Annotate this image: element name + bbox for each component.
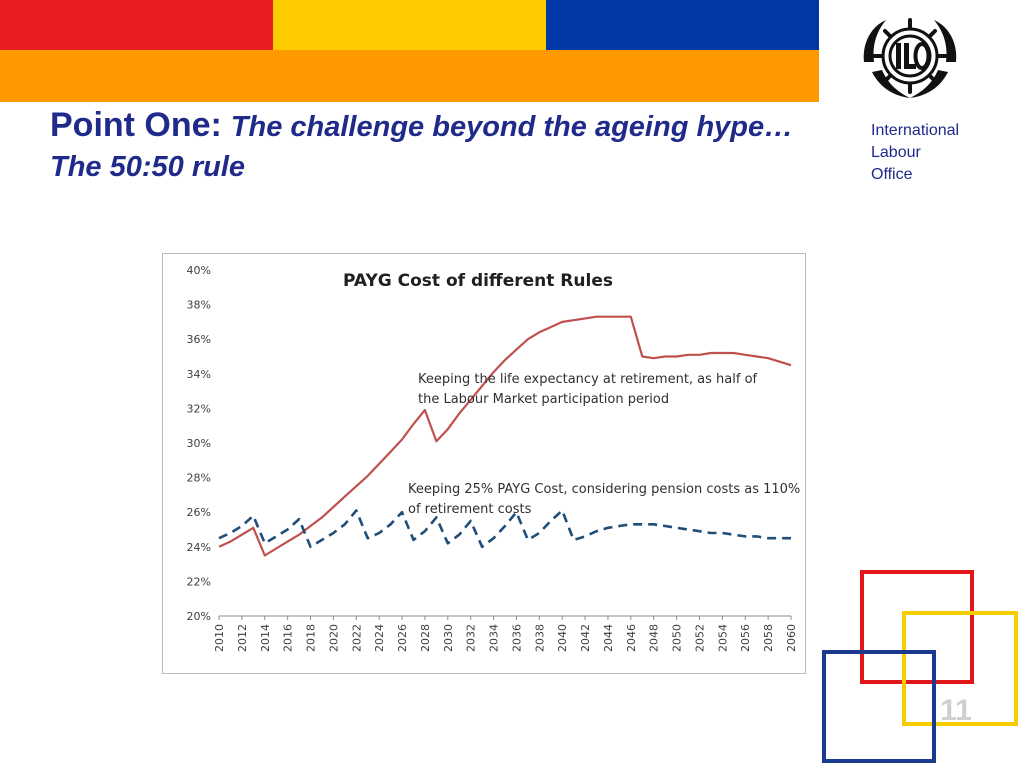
deco-square-yellow: [902, 611, 1018, 726]
x-tick-label: 2026: [396, 624, 409, 652]
y-tick-label: 40%: [187, 264, 211, 277]
x-tick-label: 2042: [579, 624, 592, 652]
page-number: 11: [940, 694, 972, 727]
series-line-1: [218, 315, 792, 557]
x-tick-label: 2010: [213, 624, 226, 652]
y-tick-label: 20%: [187, 610, 211, 623]
y-tick-label: 26%: [187, 506, 211, 519]
x-tick-label: 2030: [442, 624, 455, 652]
header-band-blue: [546, 0, 819, 50]
header-band-yellow: [273, 0, 546, 50]
x-tick-label: 2036: [510, 624, 523, 652]
x-tick-label: 2052: [693, 624, 706, 652]
slide-title-rest: The challenge beyond the ageing hype… Th…: [50, 111, 794, 183]
chart-container: PAYG Cost of different Rules 20% 22% 24% 26…: [162, 253, 806, 674]
x-tick-label: 2020: [327, 624, 340, 652]
y-tick-label: 34%: [187, 368, 211, 381]
x-tick-label: 2050: [671, 624, 684, 652]
chart-title: PAYG Cost of different Rules: [343, 271, 613, 291]
x-tick-label: 2032: [465, 624, 478, 652]
x-tick-label: 2024: [373, 624, 386, 652]
x-tick-label: 2054: [716, 624, 729, 652]
x-tick-label: 2044: [602, 624, 615, 652]
ilo-logo-icon: [863, 18, 957, 98]
x-tick-label: 2048: [648, 624, 661, 652]
annotation-1-line-2: the Labour Market participation period: [418, 392, 669, 407]
x-tick-label: 2018: [305, 624, 318, 652]
x-tick-label: 2056: [739, 624, 752, 652]
y-tick-label: 28%: [187, 472, 211, 485]
x-tick-label: 2012: [236, 624, 249, 652]
y-tick-label: 24%: [187, 541, 211, 554]
annotation-2-line-1: Keeping 25% PAYG Cost, considering pensi…: [408, 482, 800, 497]
deco-square-blue: [822, 650, 936, 763]
y-tick-label: 22%: [187, 575, 211, 588]
annotation-1-line-1: Keeping the life expectancy at retiremen…: [418, 372, 758, 387]
x-tick-label: 2040: [556, 624, 569, 652]
payg-cost-chart: PAYG Cost of different Rules 20% 22% 24% 26…: [187, 264, 801, 652]
header-band-red: [0, 0, 273, 50]
header-band-orange: [0, 50, 819, 102]
x-tick-label: 2028: [419, 624, 432, 652]
slide-title-lead: Point One:: [50, 106, 222, 144]
series-line-2: [218, 509, 791, 549]
x-tick-label: 2038: [533, 624, 546, 652]
org-name-line-3: Office: [871, 166, 913, 183]
x-tick-label: 2014: [259, 624, 272, 652]
x-tick-label: 2060: [785, 624, 798, 652]
organisation-name: International Labour Office: [871, 120, 1011, 186]
slide-title: Point One: The challenge beyond the agei…: [50, 106, 820, 186]
annotation-2-line-2: of retirement costs: [408, 502, 532, 517]
y-tick-label: 32%: [187, 402, 211, 415]
y-tick-label: 36%: [187, 333, 211, 346]
deco-square-red: [860, 570, 974, 684]
x-tick-label: 2016: [282, 624, 295, 652]
x-tick-label: 2034: [488, 624, 501, 652]
x-tick-label: 2046: [625, 624, 638, 652]
x-tick-label: 2022: [350, 624, 363, 652]
x-tick-label: 2058: [762, 624, 775, 652]
y-tick-label: 30%: [187, 437, 211, 450]
org-name-line-2: Labour: [871, 144, 921, 161]
y-tick-label: 38%: [187, 299, 211, 312]
org-name-line-1: International: [871, 122, 960, 139]
